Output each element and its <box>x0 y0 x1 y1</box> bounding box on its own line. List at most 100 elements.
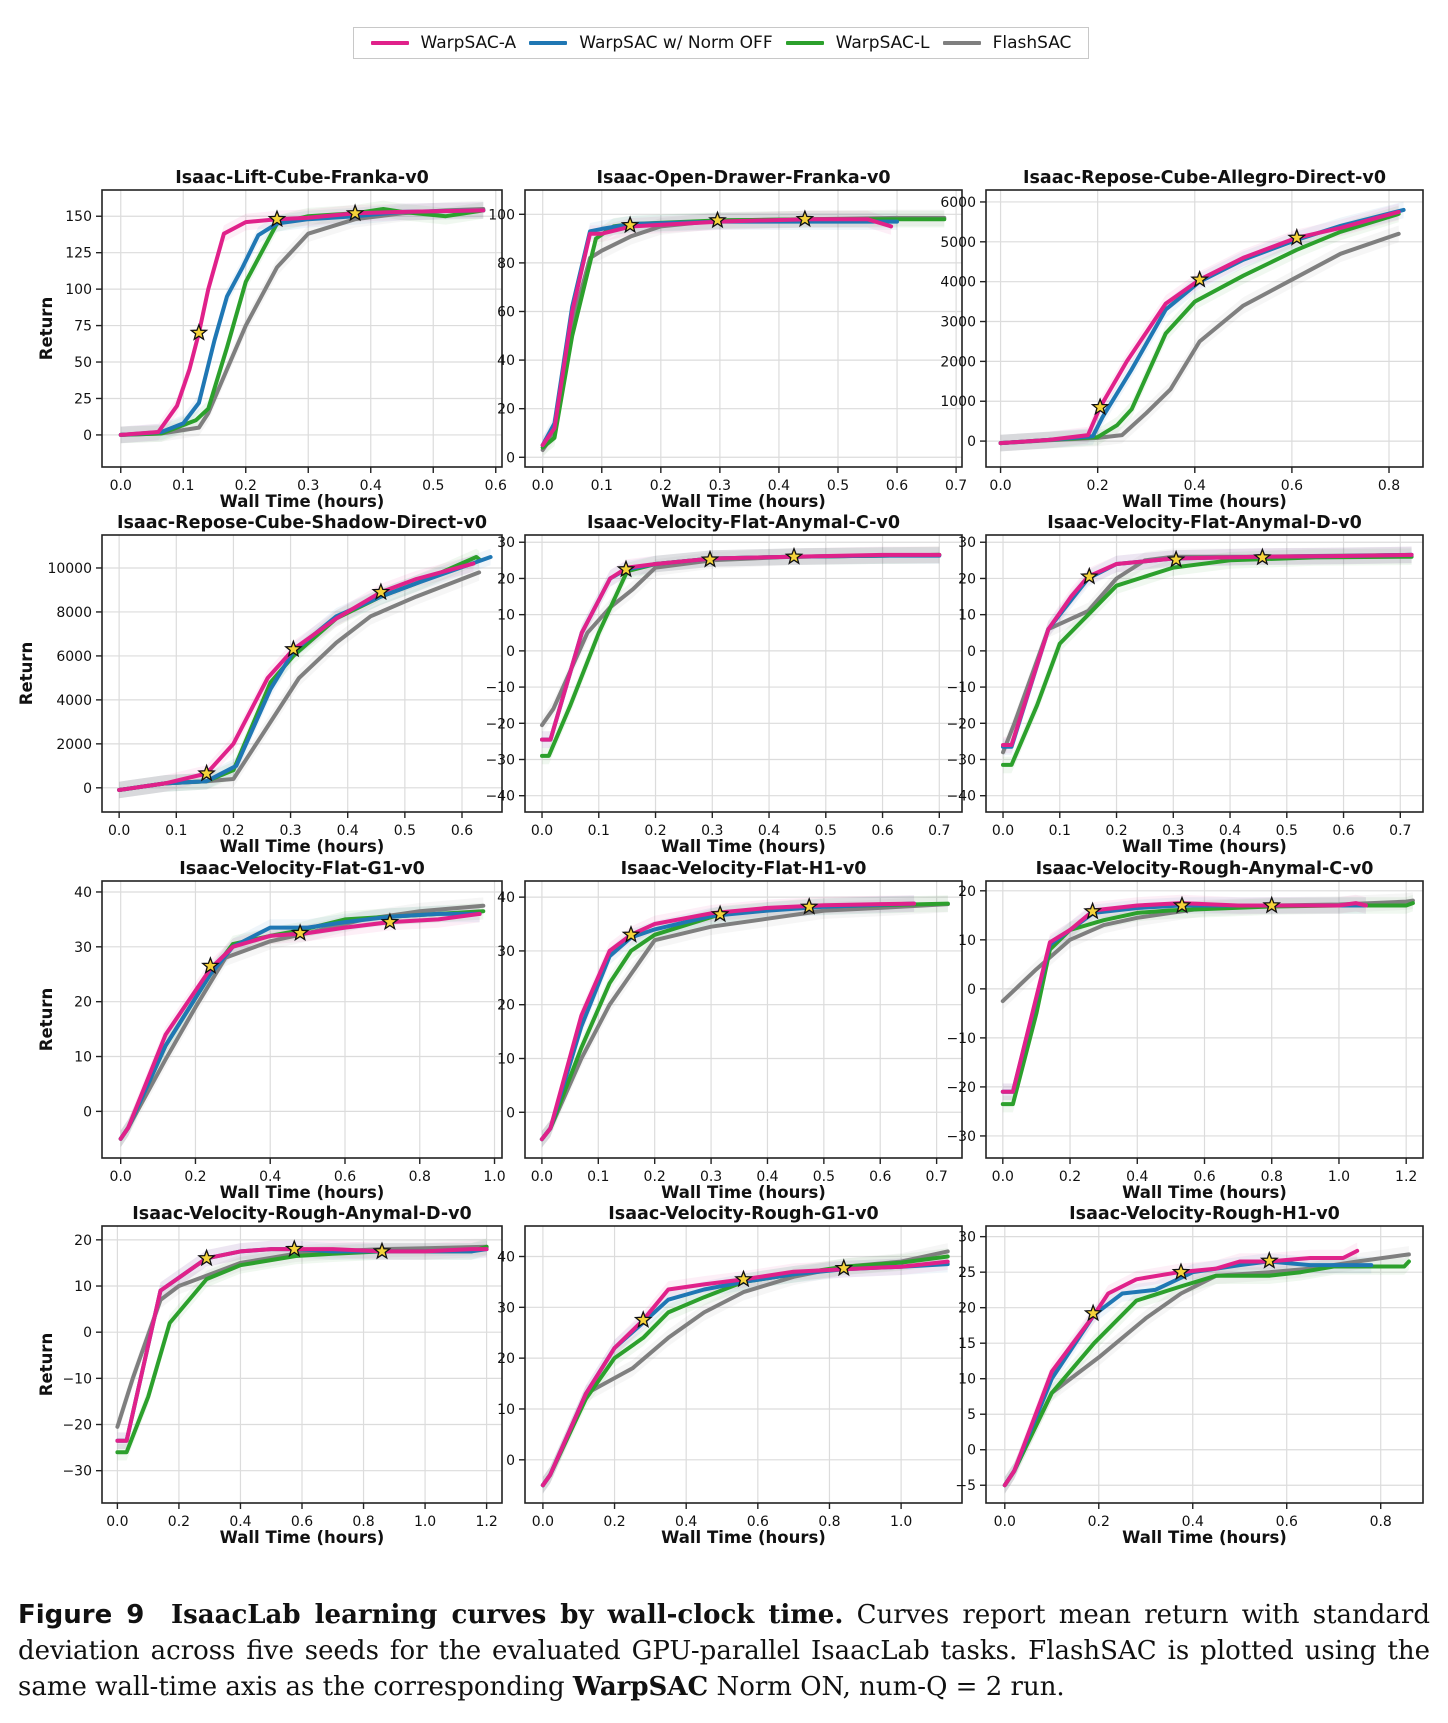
series-line <box>539 901 917 1142</box>
y-tick-label: 0 <box>83 1104 92 1120</box>
chart-panel: 0.0 0.1 0.2 0.3 0.4 0.5 0.6 0.7 0 10 20 30 40 Isaac-V… <box>497 859 963 1202</box>
x-tick-label: 0.3 <box>1162 823 1184 839</box>
milestone-star <box>621 924 641 943</box>
milestone-star <box>1259 1250 1279 1269</box>
x-tick-label: 1.0 <box>890 1514 912 1530</box>
milestone-star <box>371 582 391 601</box>
y-tick-label: 100 <box>65 282 92 298</box>
y-tick-label: 0 <box>967 982 976 998</box>
x-tick-label: 0.1 <box>172 478 194 494</box>
chart-title: Isaac-Lift-Cube-Franka-v0 <box>175 168 429 188</box>
y-tick-label: 25 <box>958 1265 976 1281</box>
milestone-star <box>616 559 636 578</box>
legend-swatch <box>942 41 981 45</box>
milestone-star <box>700 549 720 568</box>
x-tick-label: 0.5 <box>815 823 837 839</box>
chart-panel: 0.0 0.2 0.4 0.6 0.8 1.0 1.2 −30 −20 −10 0 10 20 Isaac… <box>37 1204 503 1547</box>
y-tick-label: −40 <box>946 789 976 805</box>
x-tick-label: 0.1 <box>587 1169 609 1185</box>
plot-frame <box>985 534 1424 813</box>
y-tick-label: 30 <box>497 944 515 960</box>
y-tick-label: −10 <box>946 1031 976 1047</box>
x-tick-label: 0.6 <box>1281 478 1303 494</box>
x-tick-label: 0.4 <box>1182 1514 1204 1530</box>
x-tick-label: 0.2 <box>644 823 666 839</box>
milestone-star <box>284 639 303 658</box>
x-tick-label: 0.4 <box>768 478 790 494</box>
x-tick-label: 0.6 <box>869 1169 891 1185</box>
y-tick-label: 10 <box>497 608 515 624</box>
y-tick-label: −30 <box>946 752 976 768</box>
x-tick-label: 0.3 <box>700 1169 722 1185</box>
milestone-star <box>284 1239 304 1258</box>
x-tick-label: 0.2 <box>1105 823 1127 839</box>
x-tick-label: 0.6 <box>1332 823 1354 839</box>
milestone-star <box>1083 1303 1103 1322</box>
y-tick-label: −20 <box>946 716 976 732</box>
caption-text-1: Curves report mean return with standard … <box>18 1600 1430 1702</box>
x-tick-label: 0.8 <box>409 1169 431 1185</box>
std-band <box>1003 548 1412 774</box>
x-tick-label: 0.8 <box>1370 1514 1392 1530</box>
y-tick-label: 40 <box>497 890 515 906</box>
y-tick-label: 20 <box>497 402 515 418</box>
x-tick-label: 0.2 <box>1059 1169 1081 1185</box>
milestone-star <box>1172 895 1192 914</box>
x-tick-label: 0.8 <box>1261 1169 1283 1185</box>
milestone-star <box>197 1248 216 1267</box>
y-tick-label: −10 <box>62 1371 92 1387</box>
x-tick-label: 0.2 <box>650 478 672 494</box>
x-tick-label: 0.2 <box>168 1514 190 1530</box>
x-tick-label: 0.7 <box>928 823 950 839</box>
x-tick-label: 0.5 <box>1276 823 1298 839</box>
y-tick-label: −30 <box>485 752 515 768</box>
x-tick-label: 0.0 <box>992 1169 1014 1185</box>
plot-area <box>525 535 962 812</box>
y-tick-label: 4000 <box>940 275 976 291</box>
x-tick-label: 0.3 <box>297 478 319 494</box>
legend-swatch <box>785 41 824 45</box>
y-tick-label: 10 <box>958 1372 976 1388</box>
x-axis-label: Wall Time (hours) <box>1122 492 1287 511</box>
milestone-star <box>710 904 730 923</box>
x-axis-label: Wall Time (hours) <box>661 492 826 511</box>
caption-label: Figure 9 <box>18 1600 145 1630</box>
plot-frame <box>101 534 503 813</box>
legend-label: WarpSAC-A <box>420 33 517 53</box>
chart-title: Isaac-Velocity-Flat-Anymal-C-v0 <box>587 513 900 533</box>
x-tick-label: 0.0 <box>110 1169 132 1185</box>
milestone-star <box>784 546 804 565</box>
x-tick-label: 0.1 <box>165 823 187 839</box>
y-tick-label: 10 <box>74 1279 92 1295</box>
y-tick-label: 1000 <box>940 394 976 410</box>
x-tick-label: 0.0 <box>110 478 132 494</box>
milestone-star <box>834 1258 854 1277</box>
x-tick-label: 0.2 <box>222 823 244 839</box>
x-tick-label: 1.0 <box>483 1169 505 1185</box>
x-tick-label: 0.6 <box>747 1514 769 1530</box>
x-tick-label: 0.4 <box>675 1514 697 1530</box>
legend-label: WarpSAC-L <box>835 33 930 53</box>
x-tick-label: 0.6 <box>485 478 507 494</box>
x-tick-label: 0.0 <box>994 1514 1016 1530</box>
x-tick-label: 0.8 <box>1378 478 1400 494</box>
series-line <box>540 1259 950 1488</box>
y-tick-label: 3000 <box>940 315 976 331</box>
chart-title: Isaac-Velocity-Rough-Anymal-D-v0 <box>132 1204 471 1224</box>
series-line <box>540 552 942 742</box>
milestone-star <box>345 203 365 222</box>
x-tick-label: 0.1 <box>588 823 610 839</box>
plot-area <box>986 190 1423 467</box>
series-line <box>998 209 1401 446</box>
x-tick-label: 0.6 <box>334 1169 356 1185</box>
y-axis-label: Return <box>17 642 36 705</box>
x-tick-label: 0.2 <box>184 1169 206 1185</box>
series-line <box>118 911 482 1141</box>
y-tick-label: 40 <box>497 1249 515 1265</box>
x-tick-label: 0.7 <box>1389 823 1411 839</box>
std-band <box>1000 203 1399 452</box>
x-tick-label: 0.5 <box>422 478 444 494</box>
x-axis-label: Wall Time (hours) <box>220 837 385 856</box>
legend-label: FlashSAC <box>992 33 1072 53</box>
milestone-star <box>1253 547 1272 566</box>
